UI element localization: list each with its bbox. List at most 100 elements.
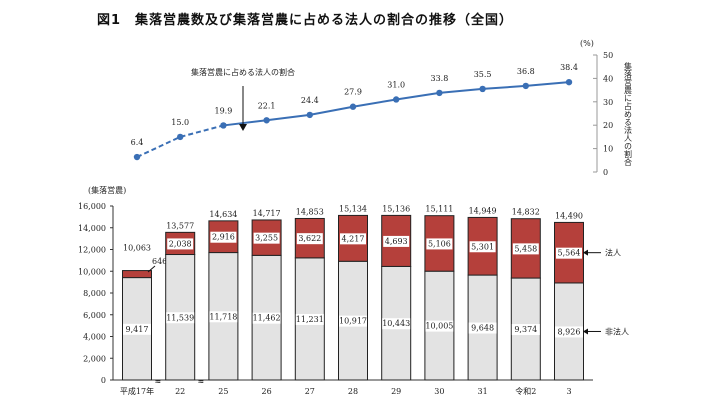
chart-title: 図1 集落営農数及び集落営農に占める法人の割合の推移（全国） [97,12,513,28]
line-point-label: 33.8 [430,74,448,83]
right-axis-tick-label: 20 [603,121,613,130]
right-axis-title: 集落営農に占める法人の割合 [624,61,633,167]
line-point [522,82,529,90]
line-point-label: 31.0 [387,80,405,89]
bar-label-bg [340,233,366,245]
line-point [177,133,184,141]
bar-label-bg [469,241,496,253]
bar-label-bg [383,235,410,247]
line-point [220,122,227,129]
legend-label: 非法人 [605,326,629,336]
bar-label-bg [556,247,582,259]
bar-non-corporate-label: 9,417 [126,325,149,334]
line-point-label: 38.4 [560,63,578,72]
line-point [393,96,400,103]
bar-x-tick-label: 令和2 [515,386,536,396]
bar-label-bg [209,311,238,323]
right-axis-unit: (%) [580,39,594,48]
line-series-dashed [136,124,224,158]
right-axis-tick-label: 50 [603,51,613,60]
bar-x-tick-label: 29 [391,387,401,396]
bar-label-bg [382,318,411,330]
bar-y-tick-label: 2,000 [83,354,106,363]
bar-corporate-label: 5,106 [428,239,451,248]
bar-label-bg [511,324,540,336]
bar-label-bg [253,232,280,244]
line-point-label: 22.1 [258,101,276,110]
bar-non-corporate-label: 8,926 [558,327,581,336]
bar-non-corporate-label: 11,718 [209,312,237,321]
right-axis-tick-label: 0 [603,168,608,177]
bar-total-label: 14,490 [555,211,583,220]
bar-corporate-label: 3,255 [255,234,278,243]
bar-x-tick-label: 平成17年 [120,386,154,396]
bar-non-corporate-label: 11,462 [253,314,281,323]
bar-label-bg [426,238,453,250]
bar-chart: (集落営農) 0 2,000 4,000 6,000 8,000 10,000 12,000 1… [78,185,629,396]
bar-x-tick-label: 28 [348,387,358,396]
bar-label-bg [425,320,454,332]
bar-y-tick-label: 10,000 [78,267,106,276]
right-axis-tick-label: 30 [603,98,613,107]
bar-corporate-label: 5,301 [471,242,494,251]
bar-non-corporate-label: 10,917 [339,317,367,326]
bar-y-tick-label: 0 [101,376,106,385]
bar-total-label: 14,717 [253,209,281,218]
bar-non-corporate-label: 10,005 [425,322,453,331]
bar-y-tick-label: 16,000 [78,202,106,211]
line-point-label: 27.9 [344,88,362,97]
bar-y-tick-label: 14,000 [78,224,106,233]
bar-y-tick-label: 12,000 [78,246,106,255]
legend-label: 法人 [605,248,621,258]
bar-total-label: 13,577 [166,221,194,230]
bar-total-label: 15,134 [339,204,367,213]
label-pointer-line [147,265,156,273]
bar-non-corporate-label: 11,231 [296,315,324,324]
bar-x-tick-label: 27 [305,387,315,396]
line-point [306,111,313,119]
bar-label-bg [167,238,194,250]
bar-total-label: 14,853 [296,207,324,216]
line-point [133,153,141,161]
bar-total-label: 14,832 [512,208,540,217]
line-point [436,89,443,97]
bar-label-bg [252,312,281,324]
line-point-label: 24.4 [301,96,319,105]
line-point-label: 15.0 [171,118,189,127]
bar-x-tick-label: 26 [262,387,272,396]
line-chart: 0 10 20 30 40 50 (%) 集落営農に占める法人の割合 6.4 15.0 19.9 22… [131,39,633,177]
bar-non-corporate-label: 9,374 [514,325,537,334]
line-annotation: 集落営農に占める法人の割合 [191,67,295,77]
line-point [479,85,486,93]
bar-y-tick-label: 8,000 [83,289,106,298]
bar-label-bg [123,323,151,335]
bar-corporate-label: 5,458 [514,244,537,253]
bar-label-bg [512,243,539,255]
bar-x-tick-label: 31 [478,387,488,396]
bar-x-tick-label: 25 [218,387,228,396]
bar-non-corporate-label: 11,539 [166,313,194,322]
line-point-label: 36.8 [517,67,535,76]
bar-x-tick-label: 3 [566,387,571,396]
bar-total-label: 14,949 [469,206,497,215]
bar-total-label: 10,063 [123,244,151,253]
bar-label-bg [296,233,323,245]
bar-corporate-label: 2,038 [169,239,192,248]
bar-label-bg [210,231,237,243]
line-point-label: 35.5 [474,70,492,79]
bar-corporate [122,270,152,279]
bar-non-corporate-label: 10,443 [382,319,410,328]
bar-corporate-label: 646 [152,257,167,266]
line-point [565,78,573,86]
right-axis-tick-label: 40 [603,74,613,83]
bar-y-tick-label: 4,000 [83,333,106,342]
line-point-label: 19.9 [214,106,232,115]
bar-total-label: 15,111 [425,205,453,214]
bar-y-tick-label: 6,000 [83,311,106,320]
legend-arrow-icon [583,328,588,335]
bar-corporate-label: 5,564 [558,249,581,258]
bar-label-bg [555,326,583,338]
bar-label-bg [166,312,195,324]
bar-label-bg [295,313,324,325]
